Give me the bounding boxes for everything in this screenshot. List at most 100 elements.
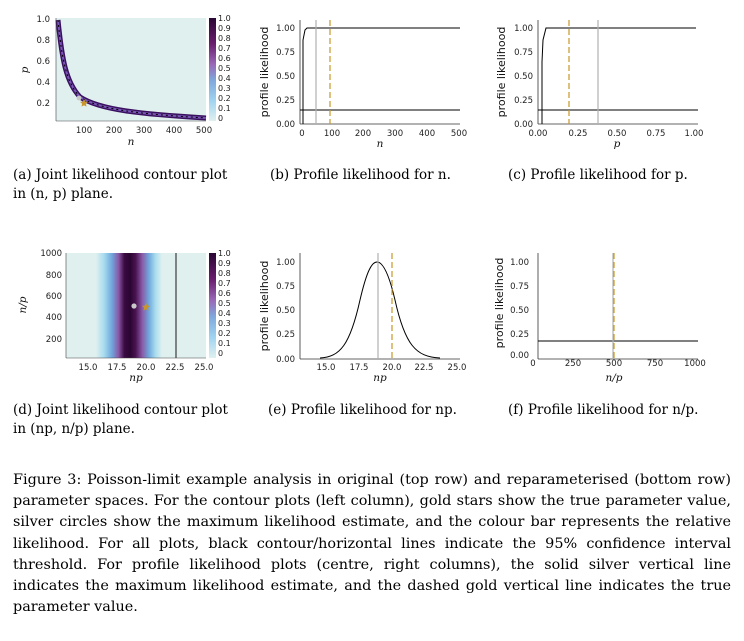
panel-a-colorbar-ticks: 1.0 0.9 0.8 0.7 0.6 0.5 0.4 0.3 0.2 0.1 … bbox=[218, 14, 231, 123]
caption-panel-b: (b) Profile likelihood for n. bbox=[270, 167, 451, 183]
panel-c-xtick: 0.50 bbox=[608, 129, 627, 139]
panel-d-colorbar bbox=[209, 253, 216, 358]
panel-d-ytick: 1000 bbox=[40, 249, 62, 259]
panel-d-xtick: 20.0 bbox=[137, 363, 156, 373]
colorbar-tick: 0.4 bbox=[218, 74, 231, 83]
panel-a-xtick: 200 bbox=[106, 126, 122, 136]
colorbar-tick: 0.8 bbox=[218, 34, 231, 43]
panel-c-ytick: 1.00 bbox=[514, 24, 533, 34]
colorbar-tick: 0 bbox=[218, 349, 223, 358]
panel-b-ytick: 1.00 bbox=[276, 24, 295, 34]
panel-a-true-star bbox=[80, 99, 88, 107]
panel-e-profile-curve bbox=[319, 261, 441, 359]
panel-f-ytick: 0.75 bbox=[510, 282, 529, 292]
panel-e-ylabel: profile likelihood bbox=[258, 261, 271, 352]
panel-b-ytick: 0.25 bbox=[276, 96, 295, 106]
panel-e-ytick: 0.00 bbox=[276, 355, 295, 365]
panel-b-xtick: 500 bbox=[451, 129, 467, 139]
panel-b-ytick: 0.50 bbox=[276, 72, 295, 82]
caption-panel-c: (c) Profile likelihood for p. bbox=[508, 167, 688, 183]
panel-a-mle-circle bbox=[76, 95, 82, 101]
colorbar-tick: 0.7 bbox=[218, 279, 231, 288]
panel-a-ytick: 0.4 bbox=[36, 78, 50, 88]
panel-d-xlabel: np bbox=[129, 372, 143, 384]
panel-e-ytick: 0.75 bbox=[276, 282, 295, 292]
panel-a-contour: 100 200 300 400 500 1.0 0.8 0.6 0.4 0.2 … bbox=[19, 14, 231, 148]
panel-c-xtick: 0.75 bbox=[647, 129, 666, 139]
panel-d-ytick: 800 bbox=[46, 271, 62, 281]
figure-caption: Figure 3: Poisson-limit example analysis… bbox=[13, 472, 731, 616]
panel-c-ytick: 0.50 bbox=[514, 72, 533, 82]
panel-d-xtick: 22.5 bbox=[166, 363, 185, 373]
colorbar-tick: 1.0 bbox=[218, 249, 231, 258]
colorbar-tick: 0.2 bbox=[218, 329, 231, 338]
panel-b-xtick: 0 bbox=[299, 129, 304, 139]
panel-e-ytick: 0.50 bbox=[276, 306, 295, 316]
panel-a-colorbar bbox=[209, 18, 216, 121]
panel-a-ytick: 1.0 bbox=[36, 15, 50, 25]
panel-b-xtick: 100 bbox=[324, 129, 340, 139]
caption-panel-d: (d) Joint likelihood contour plot in (np… bbox=[13, 402, 228, 437]
panel-a-ytick: 0.2 bbox=[36, 99, 50, 109]
panel-a-plot-area bbox=[56, 18, 206, 121]
colorbar-tick: 0.6 bbox=[218, 289, 231, 298]
panel-c-xtick: 0.25 bbox=[569, 129, 588, 139]
panel-e-xtick: 20.0 bbox=[383, 363, 402, 373]
panel-b-profile: 0 100 200 300 400 500 1.00 0.75 0.50 0.2… bbox=[258, 20, 467, 150]
panel-d-contour: 15.0 17.5 20.0 22.5 25.0 1000 800 600 40… bbox=[17, 249, 231, 384]
panel-b-xlabel: n bbox=[377, 138, 384, 150]
panel-a-xtick: 400 bbox=[166, 126, 182, 136]
colorbar-tick: 0.4 bbox=[218, 309, 231, 318]
panel-d-ytick: 200 bbox=[46, 335, 62, 345]
panel-a-xtick: 100 bbox=[76, 126, 92, 136]
panel-e-xlabel: np bbox=[373, 372, 387, 384]
panel-d-likelihood-band bbox=[96, 253, 162, 358]
panel-c-profile: 0.00 0.25 0.50 0.75 1.00 1.00 0.75 0.50 … bbox=[495, 20, 703, 150]
panel-f-ytick: 0.00 bbox=[510, 351, 529, 361]
colorbar-tick: 0.9 bbox=[218, 259, 231, 268]
panel-d-ytick: 600 bbox=[46, 292, 62, 302]
caption-panel-a: (a) Joint likelihood contour plot in (n,… bbox=[13, 167, 228, 202]
panel-d-xtick: 25.0 bbox=[195, 363, 214, 373]
panel-d-mle-circle bbox=[131, 303, 137, 309]
panel-e-xtick: 17.5 bbox=[350, 363, 369, 373]
panel-c-xtick: 0.00 bbox=[529, 129, 548, 139]
panel-d-xtick: 15.0 bbox=[79, 363, 98, 373]
colorbar-tick: 0.3 bbox=[218, 84, 231, 93]
colorbar-tick: 0 bbox=[218, 114, 223, 123]
panel-b-xtick: 200 bbox=[355, 129, 371, 139]
panel-e-xtick: 25.0 bbox=[448, 363, 467, 373]
panel-f-xtick: 1000 bbox=[684, 359, 706, 369]
panel-e-ytick: 1.00 bbox=[276, 258, 295, 268]
caption-panel-e: (e) Profile likelihood for np. bbox=[268, 402, 457, 418]
colorbar-tick: 0.2 bbox=[218, 94, 231, 103]
caption-panel-f: (f) Profile likelihood for n/p. bbox=[508, 402, 699, 418]
panel-b-ytick: 0.75 bbox=[276, 48, 295, 58]
panel-f-profile: 0 250 500 750 1000 1.00 0.75 0.50 0.25 0… bbox=[493, 253, 706, 384]
panel-b-profile-curve bbox=[302, 27, 460, 124]
panel-a-ytick: 0.6 bbox=[36, 57, 50, 67]
panel-e-ytick: 0.25 bbox=[276, 330, 295, 340]
colorbar-tick: 0.7 bbox=[218, 44, 231, 53]
panel-c-xlabel: p bbox=[614, 138, 621, 150]
panel-f-ytick: 0.50 bbox=[510, 306, 529, 316]
colorbar-tick: 0.6 bbox=[218, 54, 231, 63]
panel-f-xtick: 500 bbox=[606, 359, 622, 369]
colorbar-tick: 1.0 bbox=[218, 14, 231, 23]
colorbar-tick: 0.1 bbox=[218, 339, 231, 348]
colorbar-tick: 0.1 bbox=[218, 104, 231, 113]
panel-f-xtick: 250 bbox=[565, 359, 581, 369]
colorbar-tick: 0.9 bbox=[218, 24, 231, 33]
panel-a-ytick: 0.8 bbox=[36, 36, 50, 46]
panel-f-xtick: 750 bbox=[647, 359, 663, 369]
panel-b-xtick: 300 bbox=[387, 129, 403, 139]
panel-d-colorbar-ticks: 1.0 0.9 0.8 0.7 0.6 0.5 0.4 0.3 0.2 0.1 … bbox=[218, 249, 231, 358]
panel-e-xtick: 22.5 bbox=[415, 363, 434, 373]
panel-c-xtick: 1.00 bbox=[685, 129, 704, 139]
panel-a-xlabel: n bbox=[128, 136, 135, 148]
colorbar-tick: 0.8 bbox=[218, 269, 231, 278]
colorbar-tick: 0.5 bbox=[218, 299, 231, 308]
panel-a-xtick: 500 bbox=[196, 126, 212, 136]
panel-c-ytick: 0.25 bbox=[514, 96, 533, 106]
